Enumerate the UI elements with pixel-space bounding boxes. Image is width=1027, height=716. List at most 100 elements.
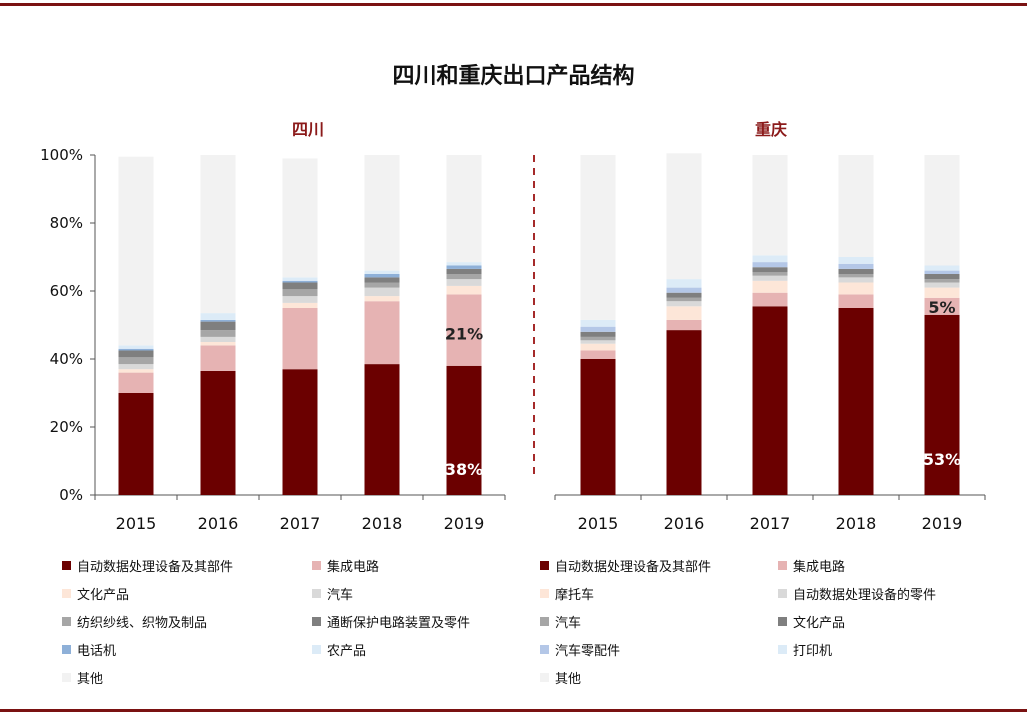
bar-segment-chongqing-2015-2 [580,343,616,351]
bar-segment-chongqing-2018-7 [838,257,874,264]
x-tick-label: 2016 [198,514,239,533]
chart-title: 四川和重庆出口产品结构 [392,63,635,89]
bar-segment-sichuan-2019-1 [446,294,482,366]
legend-swatch [540,673,549,682]
x-tick-label: 2016 [664,514,705,533]
bar-segment-sichuan-2018-5 [364,277,400,283]
legend-swatch [778,561,787,570]
bar-segment-sichuan-2015-0 [118,393,154,495]
bottom-rule [0,709,1027,712]
legend-item: 其他 [62,668,103,687]
bar-segment-sichuan-2016-3 [200,336,236,342]
legend-swatch [778,589,787,598]
data-label: 5% [928,298,955,317]
bar-segment-chongqing-2017-1 [752,292,788,307]
bar-segment-sichuan-2015-3 [118,364,154,370]
legend-label: 自动数据处理设备及其部件 [77,560,234,575]
bar-segment-chongqing-2019-1 [924,297,960,315]
bar-segment-chongqing-2019-7 [924,265,960,271]
bar-segment-sichuan-2015-8 [118,156,154,346]
bar-segment-chongqing-2018-8 [838,155,874,257]
bar-segment-sichuan-2018-0 [364,364,400,495]
bar-segment-chongqing-2015-7 [580,319,616,327]
y-tick-label: 20% [50,418,83,436]
x-tick-label: 2015 [116,514,157,533]
bar-segment-sichuan-2018-8 [364,155,400,271]
bar-segment-chongqing-2018-1 [838,294,874,308]
bar-segment-sichuan-2017-6 [282,280,318,283]
legend-swatch [62,617,71,626]
bar-segment-chongqing-2016-5 [666,292,702,298]
legend-swatch [62,673,71,682]
y-tick-label: 100% [40,146,83,164]
bar-segment-sichuan-2015-5 [118,350,154,358]
bar-segment-chongqing-2016-7 [666,279,702,288]
bar-segment-sichuan-2018-2 [364,296,400,302]
bar-segment-sichuan-2016-4 [200,330,236,337]
x-tick-label: 2018 [836,514,877,533]
bar-segment-sichuan-2018-1 [364,301,400,365]
bar-segment-chongqing-2016-3 [666,301,702,307]
bar-segment-sichuan-2019-5 [446,268,482,274]
bar-segment-sichuan-2016-1 [200,345,236,371]
legend-item: 纺织纱线、织物及制品 [62,612,207,631]
bar-segment-sichuan-2019-4 [446,274,482,280]
bar-segment-chongqing-2015-0 [580,359,616,495]
bar-segment-sichuan-2016-7 [200,313,236,320]
left-legend: 自动数据处理设备及其部件 集成电路 文化产品 汽车 纺织纱线、织物及制品 通断保护电路装置… [62,556,522,696]
bar-segment-sichuan-2018-6 [364,274,400,278]
data-label: 38% [445,460,483,479]
bar-segment-chongqing-2017-0 [752,306,788,495]
legend-label: 电话机 [77,644,117,659]
legend-item: 文化产品 [778,612,845,631]
legend-label: 集成电路 [327,560,380,575]
legend-swatch [540,617,549,626]
legend-item: 自动数据处理设备的零件 [778,584,936,603]
bar-segment-sichuan-2015-4 [118,357,154,365]
top-rule [0,3,1027,6]
bar-segment-chongqing-2015-8 [580,155,616,320]
legend-swatch [778,645,787,654]
legend-item: 自动数据处理设备及其部件 [62,556,233,575]
bar-segment-sichuan-2019-6 [446,265,482,269]
bar-segment-sichuan-2018-7 [364,270,400,274]
legend-item: 汽车 [540,612,581,631]
legend-label: 打印机 [793,644,833,659]
bar-segment-chongqing-2016-4 [666,297,702,302]
bar-segment-sichuan-2017-7 [282,277,318,281]
y-tick-label: 60% [50,282,83,300]
bar-segment-chongqing-2017-2 [752,280,788,293]
bar-segment-sichuan-2018-4 [364,282,400,288]
bar-segment-chongqing-2015-1 [580,350,616,359]
bar-segment-chongqing-2017-5 [752,267,788,273]
legend-item: 汽车 [312,584,353,603]
bar-segment-chongqing-2018-4 [838,274,874,278]
legend-label: 自动数据处理设备的零件 [793,588,937,603]
bar-segment-chongqing-2017-7 [752,255,788,263]
legend-label: 自动数据处理设备及其部件 [555,560,712,575]
bar-segment-sichuan-2018-3 [364,287,400,297]
y-tick-label: 0% [59,486,83,504]
x-tick-label: 2015 [578,514,619,533]
bar-segment-sichuan-2019-0 [446,365,482,495]
bar-segment-sichuan-2016-2 [200,342,236,346]
legend-item: 其他 [540,668,581,687]
bar-segment-chongqing-2019-8 [924,155,960,266]
legend-item: 电话机 [62,640,116,659]
x-tick-label: 2017 [750,514,791,533]
bar-segment-chongqing-2015-3 [580,340,616,344]
legend-label: 其他 [555,672,582,687]
x-tick-label: 2019 [444,514,485,533]
bar-segment-chongqing-2018-5 [838,268,874,274]
bar-segment-sichuan-2017-5 [282,282,318,290]
data-label: 53% [923,450,961,469]
right-legend: 自动数据处理设备及其部件 集成电路 摩托车 自动数据处理设备的零件 汽车 文化产品 汽车零配… [540,556,1010,696]
legend-swatch [778,617,787,626]
bar-segment-chongqing-2018-0 [838,308,874,495]
bar-segment-sichuan-2017-8 [282,158,318,278]
bar-segment-sichuan-2015-2 [118,369,154,373]
y-tick-label: 40% [50,350,83,368]
legend-item: 文化产品 [62,584,129,603]
bar-segment-chongqing-2016-1 [666,319,702,331]
bar-segment-sichuan-2017-3 [282,296,318,303]
